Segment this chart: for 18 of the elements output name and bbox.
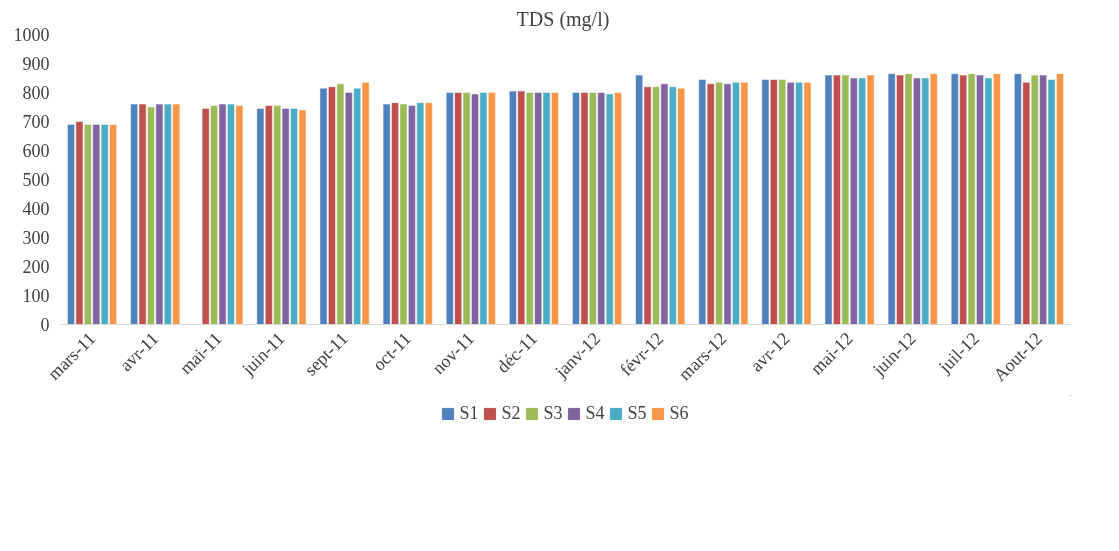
legend-label: S3 xyxy=(543,402,564,424)
legend-label: S4 xyxy=(585,402,606,424)
y-tick-label: 300 xyxy=(22,228,50,248)
y-tick-label: 100 xyxy=(22,286,50,306)
y-tick-label: 1000 xyxy=(13,25,50,45)
y-tick-label: 700 xyxy=(22,112,50,132)
y-tick-label: 400 xyxy=(22,199,50,219)
legend-label: S1 xyxy=(459,402,480,424)
legend-label: S5 xyxy=(627,402,648,424)
chart-title: TDS (mg/l) xyxy=(516,7,610,31)
y-tick-label: 800 xyxy=(22,83,50,103)
legend-label: S6 xyxy=(669,402,690,424)
y-tick-label: 500 xyxy=(22,170,50,190)
y-tick-label: 900 xyxy=(22,54,50,74)
y-tick-label: 600 xyxy=(22,141,50,161)
legend-label: S2 xyxy=(501,402,522,424)
y-tick-label: 0 xyxy=(40,315,50,335)
y-tick-label: 200 xyxy=(22,257,50,277)
